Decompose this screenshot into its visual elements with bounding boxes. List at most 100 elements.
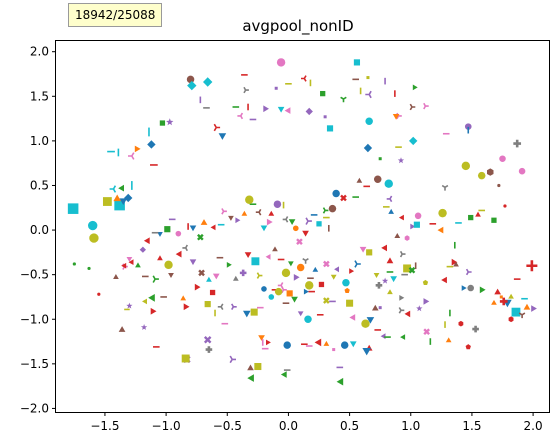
triangle-right-marker — [266, 218, 273, 226]
circle-marker — [467, 284, 474, 292]
triangle-down-marker — [373, 273, 380, 278]
triangle-down-marker — [157, 232, 163, 237]
triangle-left-marker — [398, 214, 404, 221]
point-marker — [503, 204, 507, 208]
circle-marker — [342, 278, 350, 287]
tri-right-marker — [231, 303, 237, 311]
tri-left-marker — [255, 209, 262, 216]
triangle-right-marker — [183, 303, 190, 311]
pixel-marker — [366, 76, 370, 80]
triangle-down-marker — [330, 274, 337, 280]
square-marker — [468, 214, 474, 221]
circle-marker — [499, 155, 506, 162]
x-marker — [296, 238, 303, 245]
tri-right-marker — [423, 102, 429, 110]
tri-right-marker — [409, 103, 416, 111]
triangle-up-marker — [135, 262, 141, 268]
triangle-down-marker — [189, 259, 197, 266]
triangle-left-marker — [142, 298, 147, 305]
circle-marker — [414, 212, 422, 220]
square-marker — [403, 264, 412, 273]
y-tick-label: 0.5 — [30, 178, 49, 192]
square-marker — [318, 281, 325, 288]
triangle-up-marker — [386, 257, 394, 264]
circle-marker — [477, 171, 486, 180]
triangle-up-marker — [200, 219, 208, 225]
tri-left-marker — [217, 303, 224, 311]
plus-marker — [239, 269, 247, 277]
square-marker — [204, 301, 211, 308]
triangle-right-marker — [531, 305, 537, 312]
circle-marker — [384, 179, 393, 188]
square-marker — [316, 221, 322, 227]
triangle-down-marker — [258, 335, 265, 341]
triangle-up-marker — [491, 299, 497, 305]
circle-marker — [296, 263, 305, 272]
x-tick-label: 2.0 — [524, 419, 543, 433]
tri-down-marker — [302, 258, 309, 264]
triangle-down-marker — [277, 106, 285, 113]
circle-marker — [292, 225, 299, 232]
y-axis: 2.0 1.5 1.0 0.5 0.0 −0.5 −1.0 −1.5 −2.0 — [20, 45, 56, 415]
tri-down-marker — [441, 184, 449, 191]
diamond-marker — [124, 193, 133, 203]
triangle-up-marker — [180, 295, 187, 301]
triangle-up-marker — [268, 210, 275, 216]
square-marker — [159, 120, 166, 126]
triangle-left-marker — [380, 333, 386, 340]
tri-left-marker — [277, 282, 284, 289]
circle-marker — [438, 208, 447, 218]
triangle-right-marker — [134, 145, 141, 153]
star-marker — [381, 277, 389, 284]
tri-right-marker — [213, 123, 221, 132]
triangle-up-marker — [387, 289, 393, 295]
plus-marker — [472, 325, 479, 333]
triangle-left-marker — [284, 107, 291, 114]
circle-marker — [373, 175, 382, 183]
tri-right-marker — [465, 268, 472, 276]
tri-right-marker — [229, 355, 236, 364]
triangle-left-marker — [210, 224, 216, 231]
pixel-marker — [323, 115, 327, 119]
triangle-right-marker — [194, 283, 201, 291]
pixel-marker — [274, 86, 278, 90]
square-marker — [209, 289, 216, 296]
triangle-left-marker — [400, 334, 406, 340]
plus-marker — [499, 297, 508, 306]
triangle-up-marker — [113, 274, 119, 279]
hexagon-marker — [487, 168, 494, 176]
triangle-up-marker — [312, 266, 319, 272]
triangle-down-marker — [189, 225, 197, 232]
triangle-down-marker — [349, 341, 357, 348]
triangle-down-marker — [291, 296, 298, 303]
tri-right-marker — [398, 307, 405, 314]
triangle-left-marker — [143, 237, 150, 245]
triangle-down-marker — [228, 215, 234, 221]
triangle-down-marker — [212, 273, 220, 280]
tri-down-marker — [340, 96, 347, 103]
x-marker — [197, 233, 204, 241]
star-marker — [140, 324, 148, 330]
pixel-marker — [378, 157, 382, 161]
diamond-marker — [187, 80, 197, 91]
triangle-left-marker — [441, 276, 447, 284]
x-tick-label: −0.5 — [213, 419, 242, 433]
plus-marker — [375, 282, 383, 289]
x-marker — [323, 297, 330, 304]
triangle-up-marker — [157, 255, 163, 261]
square-marker — [102, 197, 112, 206]
star-marker — [416, 305, 423, 312]
plus-marker — [526, 260, 538, 272]
y-tick-label: −0.5 — [20, 268, 49, 282]
triangle-down-marker — [392, 114, 400, 120]
circle-marker — [245, 195, 254, 204]
triangle-down-marker — [119, 198, 128, 205]
circle-marker — [518, 167, 526, 175]
x-tick-label: 1.0 — [401, 419, 420, 433]
triangle-up-marker — [494, 288, 501, 295]
circle-marker — [186, 75, 195, 84]
tri-left-marker — [109, 185, 117, 193]
circle-marker — [340, 341, 349, 349]
pixel-marker — [332, 348, 336, 352]
triangle-right-marker — [303, 288, 309, 295]
